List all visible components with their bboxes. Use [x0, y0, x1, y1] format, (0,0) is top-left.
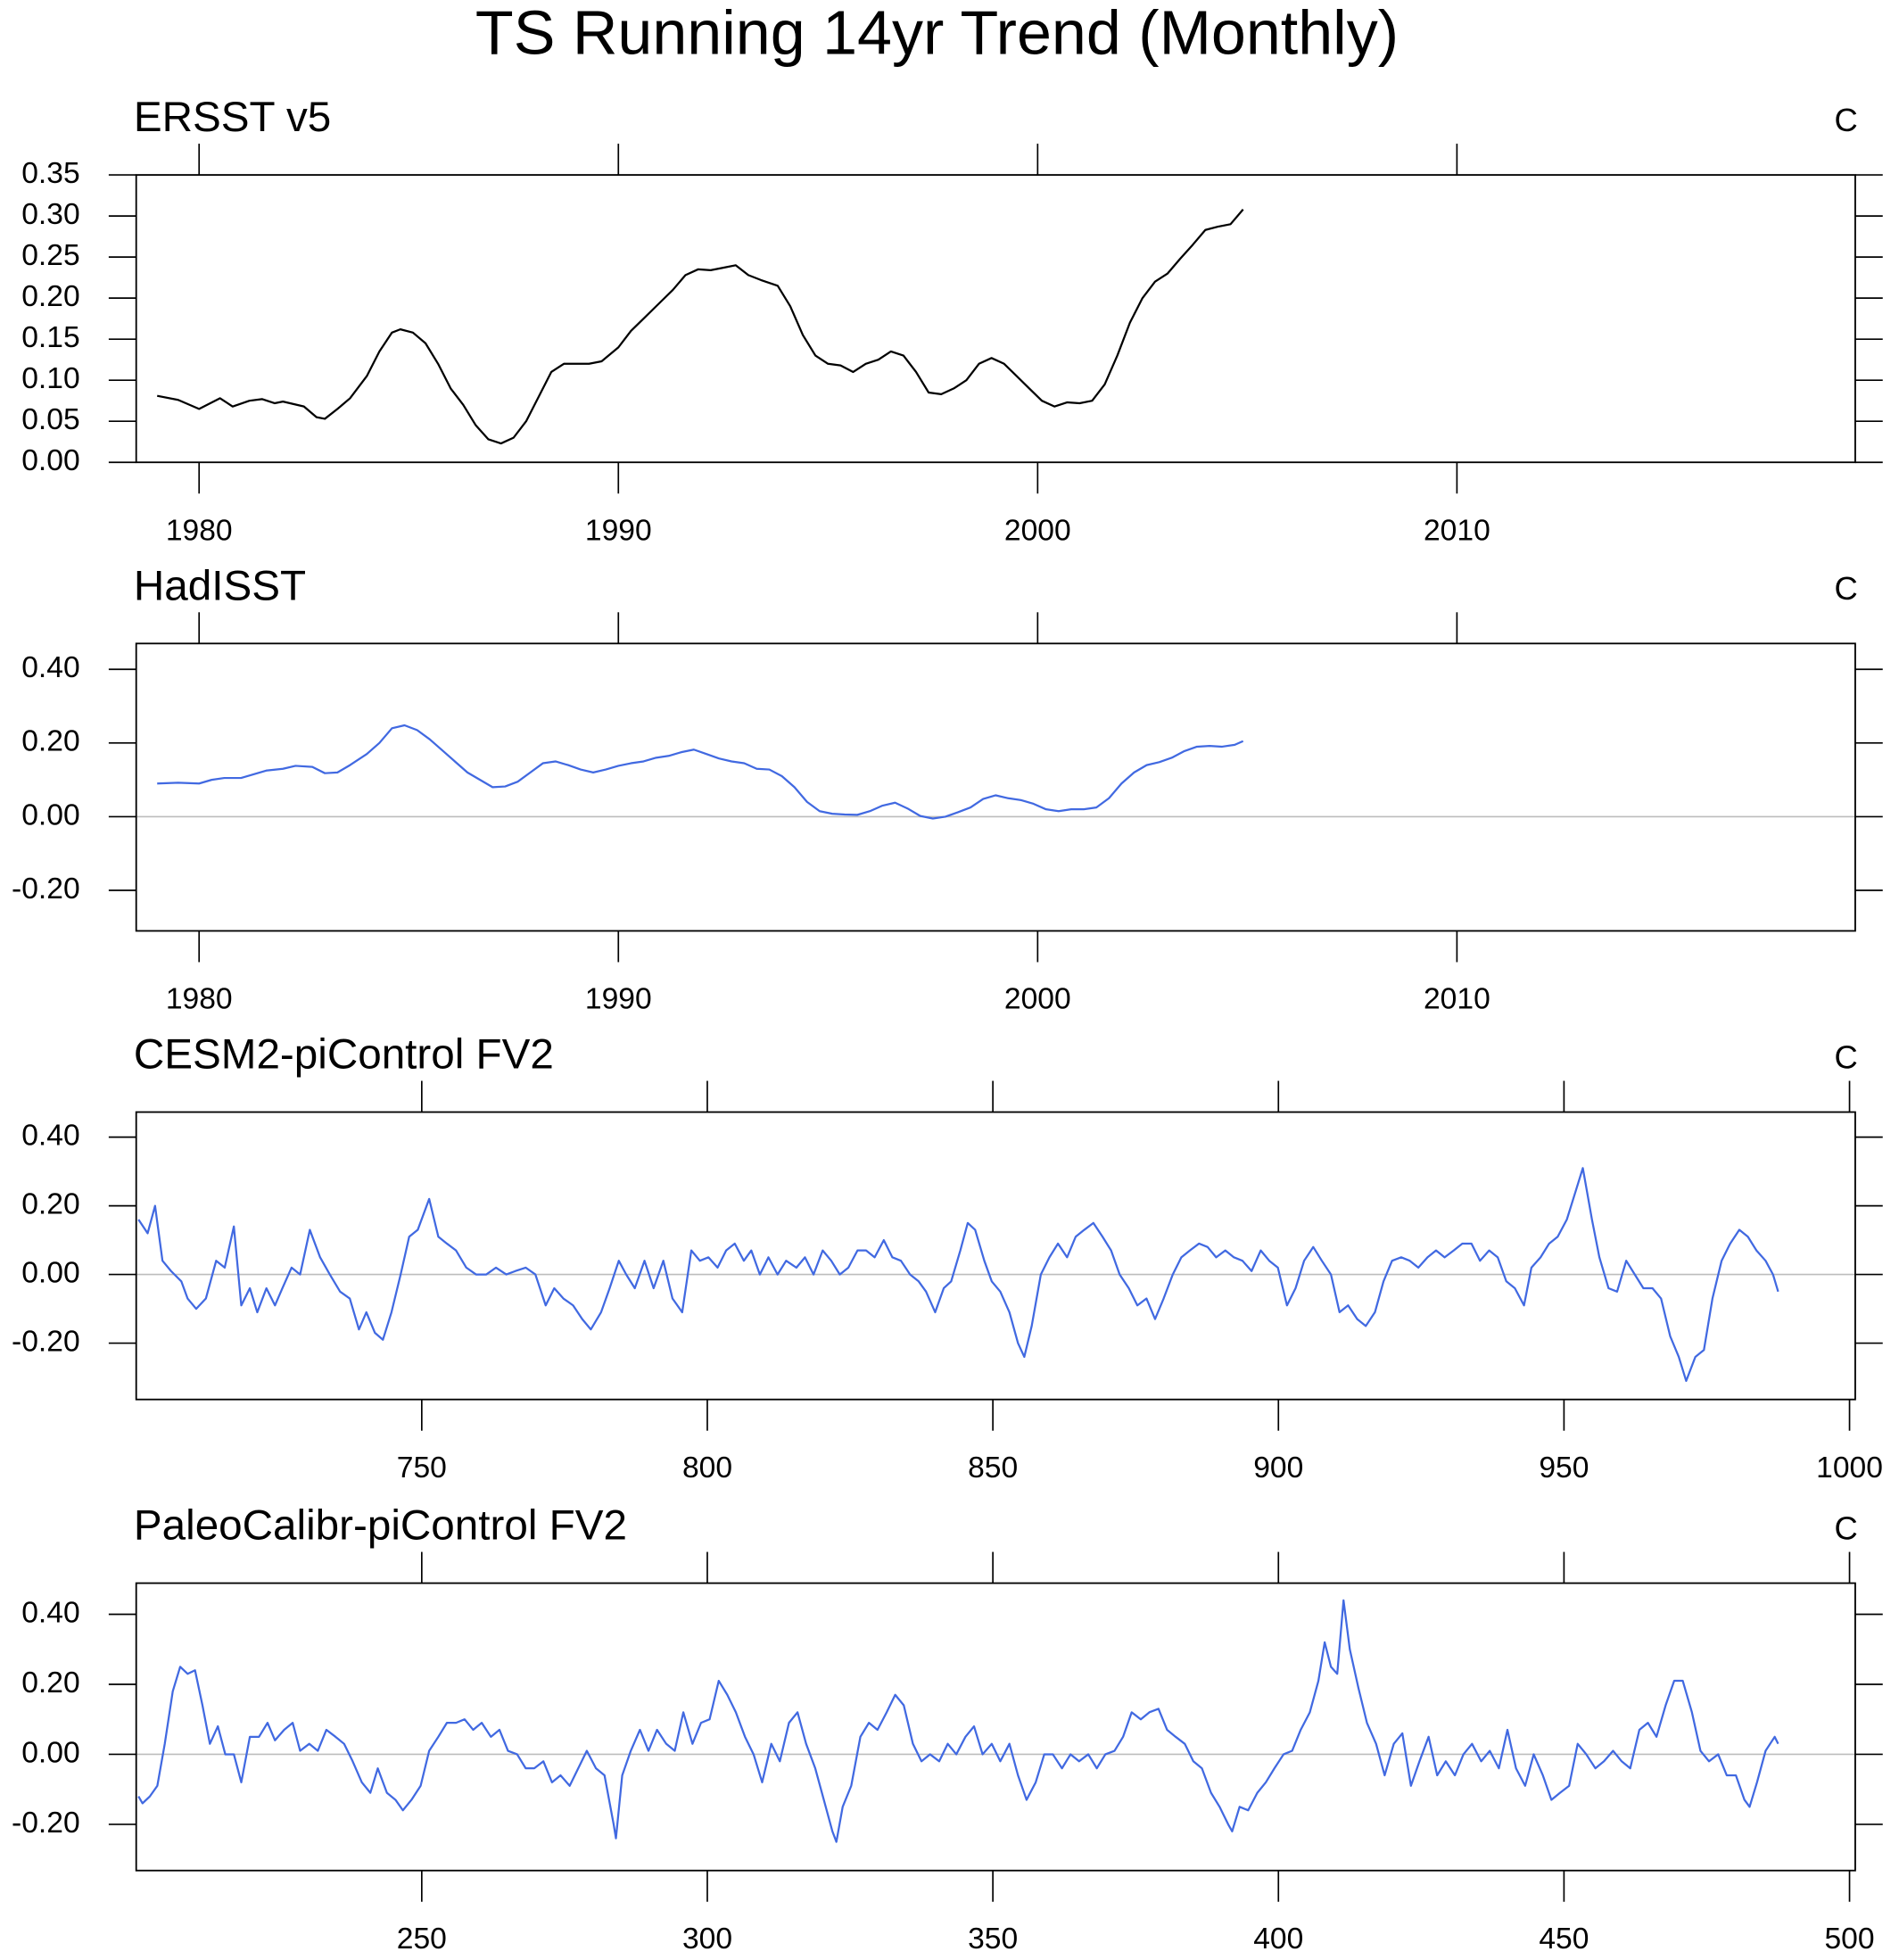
- x-tick-label: 800: [682, 1451, 732, 1484]
- y-tick-label: -0.20: [12, 1325, 80, 1358]
- x-tick-label: 900: [1253, 1451, 1303, 1484]
- x-tick-label: 950: [1539, 1451, 1589, 1484]
- plot-frame: [135, 1111, 1856, 1401]
- y-tick-label: 0.40: [21, 651, 79, 684]
- plot-frame: [135, 642, 1856, 932]
- plot-frame: [135, 1582, 1856, 1872]
- y-tick-label: 0.15: [21, 321, 79, 354]
- units-label: C: [1834, 102, 1857, 138]
- x-tick-label: 1990: [585, 515, 652, 548]
- x-tick-label: 250: [397, 1923, 447, 1956]
- panel-title: PaleoCalibr-piControl FV2: [134, 1502, 627, 1550]
- y-tick-label: 0.20: [21, 1666, 79, 1699]
- panel-title: ERSST v5: [134, 94, 331, 141]
- x-tick-label: 1980: [166, 515, 233, 548]
- y-tick-label: 0.00: [21, 1256, 79, 1289]
- x-tick-label: 2000: [1004, 515, 1071, 548]
- x-tick-label: 1000: [1816, 1451, 1883, 1484]
- y-tick-label: -0.20: [12, 1807, 80, 1840]
- x-tick-label: 750: [397, 1451, 447, 1484]
- y-tick-label: 0.05: [21, 403, 79, 436]
- units-label: C: [1834, 570, 1857, 607]
- x-tick-label: 2010: [1424, 515, 1490, 548]
- y-tick-label: 0.40: [21, 1120, 79, 1153]
- y-tick-label: 0.20: [21, 280, 79, 313]
- x-tick-label: 350: [968, 1923, 1018, 1956]
- panel-title: CESM2-piControl FV2: [134, 1030, 554, 1078]
- x-tick-label: 500: [1825, 1923, 1875, 1956]
- panel: HadISST C -0.20 0.00 0.20 0.40 1980 1990 2000 201…: [12, 562, 1883, 1016]
- panel: CESM2-piControl FV2 C -0.20 0.00 0.20 0.40 750…: [12, 1030, 1883, 1484]
- plot-frame: [135, 174, 1856, 464]
- y-tick-label: 0.25: [21, 239, 79, 272]
- panel: ERSST v5 C 0.00 0.05 0.10 0.15 0.20 0.25 0.30 0.3…: [21, 94, 1883, 548]
- data-line: [137, 1599, 1779, 1843]
- x-tick-label: 450: [1539, 1923, 1589, 1956]
- panel: PaleoCalibr-piControl FV2 C -0.20 0.00 0.20 0…: [12, 1502, 1883, 1956]
- y-tick-label: 0.00: [21, 798, 79, 831]
- data-line: [137, 1167, 1779, 1383]
- y-tick-label: 0.00: [21, 1736, 79, 1769]
- y-tick-label: 0.20: [21, 1187, 79, 1220]
- data-line: [156, 209, 1244, 445]
- y-tick-label: 0.35: [21, 157, 79, 190]
- units-label: C: [1834, 1509, 1857, 1546]
- y-tick-label: 0.00: [21, 444, 79, 477]
- panel-title: HadISST: [134, 562, 306, 609]
- x-tick-label: 2000: [1004, 983, 1071, 1016]
- y-tick-label: 0.20: [21, 725, 79, 758]
- y-tick-label: 0.40: [21, 1596, 79, 1629]
- figure-title: TS Running 14yr Trend (Monthly): [475, 0, 1399, 68]
- y-tick-label: -0.20: [12, 872, 80, 906]
- x-tick-label: 400: [1253, 1923, 1303, 1956]
- x-tick-label: 1980: [166, 983, 233, 1016]
- x-tick-label: 850: [968, 1451, 1018, 1484]
- x-tick-label: 300: [682, 1923, 732, 1956]
- y-tick-label: 0.10: [21, 362, 79, 395]
- y-tick-label: 0.30: [21, 198, 79, 231]
- data-line: [157, 724, 1244, 820]
- x-tick-label: 2010: [1424, 983, 1490, 1016]
- x-tick-label: 1990: [585, 983, 652, 1016]
- units-label: C: [1834, 1038, 1857, 1075]
